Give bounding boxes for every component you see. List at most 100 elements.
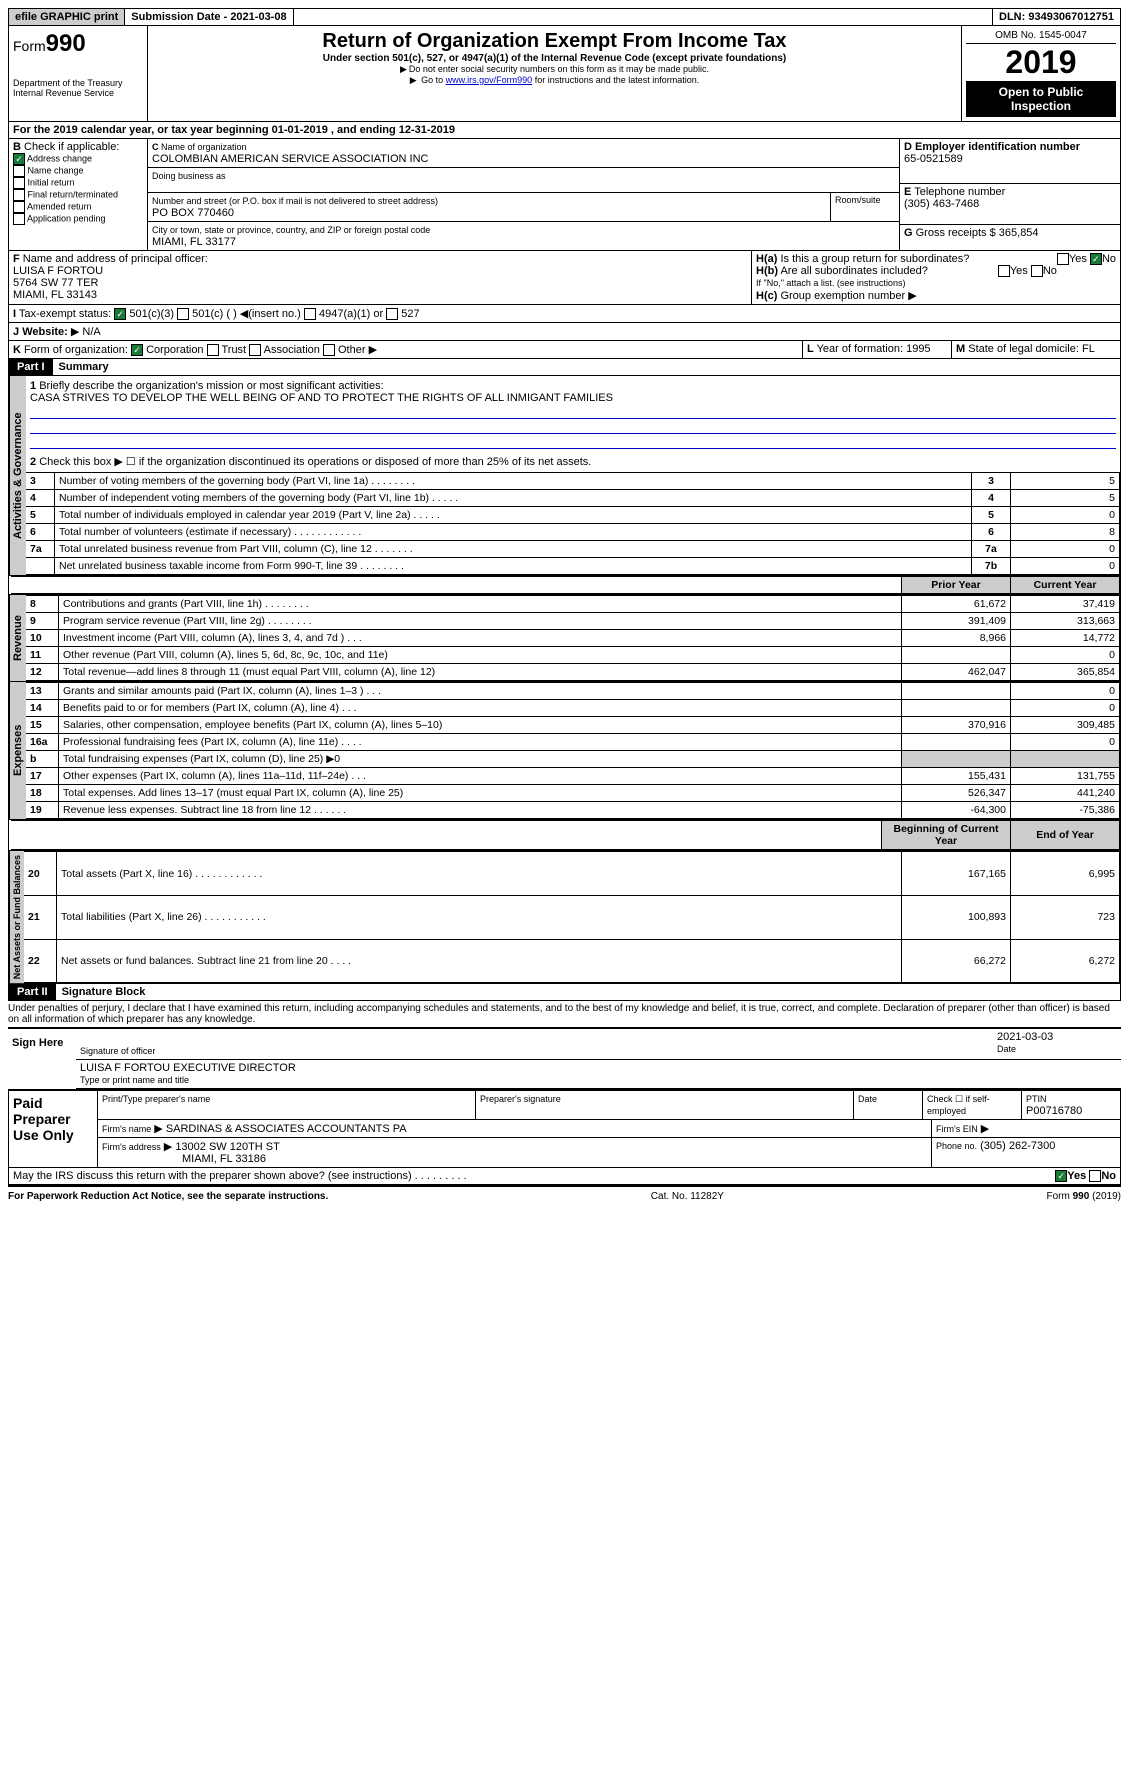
privacy-notice: Do not enter social security numbers on … xyxy=(152,64,957,75)
table-row: 14Benefits paid to or for members (Part … xyxy=(26,700,1120,717)
ptin-label: PTIN xyxy=(1026,1094,1047,1104)
part2-label: Part II xyxy=(9,984,56,1000)
527-checkbox[interactable] xyxy=(386,308,398,320)
firm-name: SARDINAS & ASSOCIATES ACCOUNTANTS PA xyxy=(166,1123,407,1135)
form-org-checkbox[interactable]: ✓ xyxy=(131,344,143,356)
501c3-checkbox[interactable]: ✓ xyxy=(114,308,126,320)
block-b-label: Check if applicable: xyxy=(24,141,119,153)
block-b-item[interactable]: Name change xyxy=(13,165,143,177)
ptin-value: P00716780 xyxy=(1026,1105,1082,1117)
part1-body: Activities & Governance 1 Briefly descri… xyxy=(8,376,1121,576)
table-row: 20Total assets (Part X, line 16) . . . .… xyxy=(24,852,1120,896)
instructions-link[interactable]: www.irs.gov/Form990 xyxy=(446,75,533,85)
gross-value: 365,854 xyxy=(999,227,1039,239)
block-b-item[interactable]: Initial return xyxy=(13,177,143,189)
block-b-item[interactable]: Application pending xyxy=(13,213,143,225)
sign-here-block: Sign Here Signature of officer 2021-03-0… xyxy=(8,1027,1121,1089)
hb-no-checkbox[interactable] xyxy=(1031,265,1043,277)
form-prefix: Form xyxy=(13,38,46,54)
firm-phone: (305) 262-7300 xyxy=(980,1140,1055,1152)
goto-prefix: Go to xyxy=(421,75,446,85)
name-label: Name of organization xyxy=(161,142,247,152)
4947-checkbox[interactable] xyxy=(304,308,316,320)
block-b-item[interactable]: Final return/terminated xyxy=(13,189,143,201)
form-org-checkbox[interactable] xyxy=(249,344,261,356)
footer: For Paperwork Reduction Act Notice, see … xyxy=(8,1185,1121,1202)
dln: DLN: 93493067012751 xyxy=(993,9,1120,25)
ha-no-checkbox[interactable]: ✓ xyxy=(1090,253,1102,265)
officer-addr1: 5764 SW 77 TER xyxy=(13,277,98,289)
checkbox-icon[interactable]: ✓ xyxy=(13,153,25,165)
sig-officer-label: Signature of officer xyxy=(80,1046,155,1056)
penalty-text: Under penalties of perjury, I declare th… xyxy=(8,1001,1121,1027)
yes-label2: Yes xyxy=(1010,265,1028,277)
discuss-no: No xyxy=(1101,1170,1116,1182)
checkbox-icon[interactable] xyxy=(13,189,25,201)
table-row: 18Total expenses. Add lines 13–17 (must … xyxy=(26,785,1120,802)
form-header: Form990 Department of the Treasury Inter… xyxy=(8,26,1121,122)
table-row: 17Other expenses (Part IX, column (A), l… xyxy=(26,768,1120,785)
hb-yes-checkbox[interactable] xyxy=(998,265,1010,277)
table-row: 4Number of independent voting members of… xyxy=(26,490,1120,507)
preparer-sig-label: Preparer's signature xyxy=(480,1094,561,1104)
block-b-item[interactable]: ✓ Address change xyxy=(13,153,143,165)
submission-date: Submission Date - 2021-03-08 xyxy=(125,9,293,25)
501c-checkbox[interactable] xyxy=(177,308,189,320)
j-block: J Website: ▶ N/A xyxy=(8,323,1121,341)
table-row: 15Salaries, other compensation, employee… xyxy=(26,717,1120,734)
firm-addr1: 13002 SW 120TH ST xyxy=(175,1141,280,1153)
spacer xyxy=(294,9,993,25)
efile-label[interactable]: efile GRAPHIC print xyxy=(9,9,125,25)
discuss-no-checkbox[interactable] xyxy=(1089,1170,1101,1182)
city-state-zip: MIAMI, FL 33177 xyxy=(152,236,236,248)
mission-label: Briefly describe the organization's miss… xyxy=(39,380,383,392)
checkbox-icon[interactable] xyxy=(13,177,25,189)
netassets-table: 20Total assets (Part X, line 16) . . . .… xyxy=(24,851,1120,983)
tax-status-label: Tax-exempt status: xyxy=(19,308,111,320)
checkbox-icon[interactable] xyxy=(13,213,25,225)
preparer-name-label: Print/Type preparer's name xyxy=(102,1094,210,1104)
hc-label: Group exemption number xyxy=(780,290,905,302)
block-b: B Check if applicable: ✓ Address change … xyxy=(9,139,148,250)
governance-table: 3Number of voting members of the governi… xyxy=(26,472,1120,575)
ha-yes-checkbox[interactable] xyxy=(1057,253,1069,265)
website-label: Website: xyxy=(22,326,68,338)
form-org-checkbox[interactable] xyxy=(323,344,335,356)
no-label2: No xyxy=(1043,265,1057,277)
checkbox-icon[interactable] xyxy=(13,201,25,213)
rev-label: Revenue xyxy=(9,595,26,681)
part1-header: Part I Summary xyxy=(8,359,1121,376)
table-row: 10Investment income (Part VIII, column (… xyxy=(26,630,1120,647)
expense-section: Expenses 13Grants and similar amounts pa… xyxy=(8,682,1121,820)
discuss-yes-checkbox[interactable]: ✓ xyxy=(1055,1170,1067,1182)
sign-date-label: Date xyxy=(997,1044,1016,1054)
part1-title: Summary xyxy=(53,359,115,375)
h-note: If "No," attach a list. (see instruction… xyxy=(756,278,905,288)
signer-name-label: Type or print name and title xyxy=(80,1075,189,1085)
part2-title: Signature Block xyxy=(56,984,152,1000)
officer-addr2: MIAMI, FL 33143 xyxy=(13,289,97,301)
form-org-checkbox[interactable] xyxy=(207,344,219,356)
block-b-item[interactable]: Amended return xyxy=(13,201,143,213)
phone-label: Telephone number xyxy=(914,186,1005,198)
entity-block: B Check if applicable: ✓ Address change … xyxy=(8,139,1121,251)
officer-name: LUISA F FORTOU xyxy=(13,265,103,277)
table-row: 21Total liabilities (Part X, line 26) . … xyxy=(24,895,1120,939)
netassets-header-table: Beginning of Current Year End of Year xyxy=(11,820,1120,850)
self-employed-label: Check ☐ if self-employed xyxy=(927,1094,990,1116)
inspection-label: Open to Public Inspection xyxy=(966,81,1116,117)
firm-ein-label: Firm's EIN xyxy=(936,1124,978,1134)
table-row: 19Revenue less expenses. Subtract line 1… xyxy=(26,802,1120,819)
blank xyxy=(11,821,882,850)
opt-501c: 501(c) ( ) xyxy=(192,308,237,320)
year-form-value: 1995 xyxy=(906,343,930,355)
blank xyxy=(11,577,902,594)
revenue-section: Revenue 8Contributions and grants (Part … xyxy=(8,595,1121,682)
gross-label: Gross receipts $ xyxy=(916,227,996,239)
table-row: 6Total number of volunteers (estimate if… xyxy=(26,524,1120,541)
mission-line xyxy=(30,419,1116,434)
goto-suffix: for instructions and the latest informat… xyxy=(535,75,700,85)
checkbox-icon[interactable] xyxy=(13,165,25,177)
form-org-label: Form of organization: xyxy=(24,344,128,356)
footer-right: Form 990 (2019) xyxy=(1047,1191,1122,1202)
